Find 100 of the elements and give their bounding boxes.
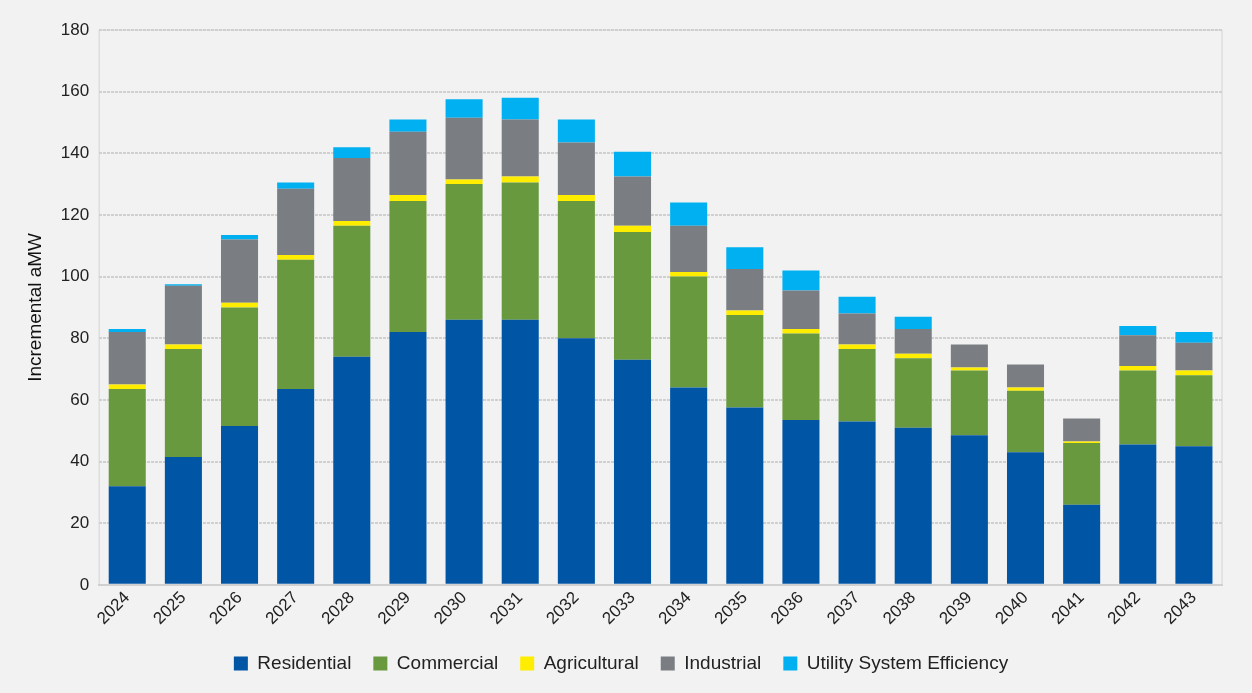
bar (1063, 504, 1101, 584)
bar (838, 296, 876, 314)
bar (894, 358, 932, 428)
bar (950, 367, 988, 371)
bar (557, 119, 595, 143)
bar (557, 201, 595, 339)
bar (894, 316, 932, 329)
bar (1006, 364, 1045, 388)
y-tick-label: 160 (60, 81, 90, 101)
legend-label: Agricultural (543, 651, 639, 673)
bar (333, 225, 371, 357)
y-axis-title: Incremental aMW (23, 232, 45, 382)
bar (389, 201, 427, 333)
bar (782, 328, 820, 334)
bar (108, 328, 146, 333)
bar (838, 349, 876, 422)
bar (389, 332, 427, 584)
y-tick-label: 100 (60, 266, 90, 286)
y-tick-label: 60 (70, 389, 90, 409)
bar (613, 359, 652, 584)
bar (389, 119, 427, 132)
bar (670, 225, 708, 272)
bar (950, 370, 988, 436)
bar (501, 119, 539, 177)
bar (613, 225, 652, 232)
bar (501, 176, 539, 183)
bar (557, 194, 595, 202)
legend-label: Residential (257, 651, 352, 673)
bar (894, 427, 932, 584)
bar (950, 435, 988, 584)
bar (333, 221, 371, 226)
bar (389, 131, 427, 195)
bar (108, 486, 146, 584)
bar (445, 117, 483, 180)
bar (1175, 342, 1213, 371)
bar (220, 426, 259, 584)
bar (277, 259, 315, 390)
y-tick-label: 0 (79, 574, 90, 594)
bar (108, 389, 146, 487)
bar (894, 328, 932, 354)
bar (782, 419, 820, 584)
bar (950, 344, 988, 368)
bar (1119, 444, 1157, 584)
bar (1175, 332, 1213, 343)
bar (613, 151, 652, 177)
legend-label: Commercial (396, 651, 499, 673)
bar (445, 99, 483, 118)
bar (557, 142, 595, 195)
bar (557, 338, 595, 584)
bar (333, 147, 371, 158)
bar (782, 290, 820, 329)
y-tick-label: 140 (60, 142, 90, 162)
bar (277, 188, 315, 256)
bar (164, 285, 202, 345)
bar (445, 184, 483, 320)
bar (1006, 452, 1045, 584)
y-tick-label: 20 (70, 512, 90, 532)
legend-label: Industrial (684, 651, 762, 673)
y-tick-label: 120 (60, 204, 90, 224)
bar (726, 407, 764, 584)
y-tick-label: 180 (60, 19, 90, 39)
bar (164, 349, 202, 457)
bar (670, 202, 708, 226)
bar (220, 239, 259, 303)
bar (1063, 443, 1101, 505)
bar (389, 194, 427, 202)
bar (108, 332, 146, 385)
bar (445, 319, 483, 584)
bar (1006, 387, 1045, 391)
bar (220, 307, 259, 427)
bar (726, 268, 764, 311)
bar (277, 255, 315, 260)
bar (1175, 375, 1213, 447)
bar (164, 344, 202, 350)
bar (1063, 418, 1101, 442)
bar (782, 333, 820, 420)
bar (613, 231, 652, 360)
bar (670, 276, 708, 388)
bar (501, 97, 539, 120)
bar (838, 344, 876, 350)
bar (333, 356, 371, 584)
bar (501, 319, 539, 584)
bar (277, 182, 315, 189)
bar (277, 389, 315, 584)
bar (670, 387, 708, 584)
bar (164, 456, 202, 584)
legend-label: Utility System Efficiency (806, 651, 1009, 673)
bar (670, 271, 708, 277)
bar (782, 270, 820, 291)
y-tick-label: 80 (70, 327, 90, 347)
bar (1119, 365, 1157, 371)
bar (1119, 335, 1157, 366)
bar (501, 182, 539, 320)
bar (1006, 390, 1045, 453)
bar (1175, 446, 1213, 584)
bar (726, 315, 764, 408)
bar (726, 310, 764, 316)
bar (1119, 325, 1157, 336)
bar (726, 247, 764, 269)
bar (838, 313, 876, 345)
